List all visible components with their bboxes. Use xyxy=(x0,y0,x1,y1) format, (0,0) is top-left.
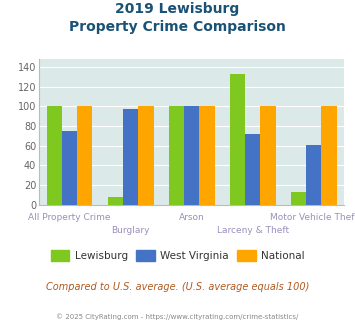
Bar xyxy=(245,134,261,205)
Text: Property Crime Comparison: Property Crime Comparison xyxy=(69,20,286,34)
Bar xyxy=(230,74,245,205)
Bar xyxy=(169,107,184,205)
Bar xyxy=(200,107,214,205)
Bar xyxy=(322,107,337,205)
Text: © 2025 CityRating.com - https://www.cityrating.com/crime-statistics/: © 2025 CityRating.com - https://www.city… xyxy=(56,314,299,320)
Bar xyxy=(123,110,138,205)
Bar xyxy=(62,131,77,205)
Legend: Lewisburg, West Virginia, National: Lewisburg, West Virginia, National xyxy=(47,246,308,265)
Bar xyxy=(306,145,322,205)
Bar xyxy=(77,107,92,205)
Text: All Property Crime: All Property Crime xyxy=(28,213,111,222)
Bar xyxy=(47,106,62,205)
Bar xyxy=(291,192,306,205)
Text: Compared to U.S. average. (U.S. average equals 100): Compared to U.S. average. (U.S. average … xyxy=(46,282,309,292)
Bar xyxy=(108,197,123,205)
Bar xyxy=(261,107,275,205)
Text: Arson: Arson xyxy=(179,213,204,222)
Text: Motor Vehicle Theft: Motor Vehicle Theft xyxy=(270,213,355,222)
Text: Larceny & Theft: Larceny & Theft xyxy=(217,226,289,235)
Text: 2019 Lewisburg: 2019 Lewisburg xyxy=(115,2,240,16)
Text: Burglary: Burglary xyxy=(111,226,150,235)
Bar xyxy=(138,107,153,205)
Bar xyxy=(184,107,200,205)
